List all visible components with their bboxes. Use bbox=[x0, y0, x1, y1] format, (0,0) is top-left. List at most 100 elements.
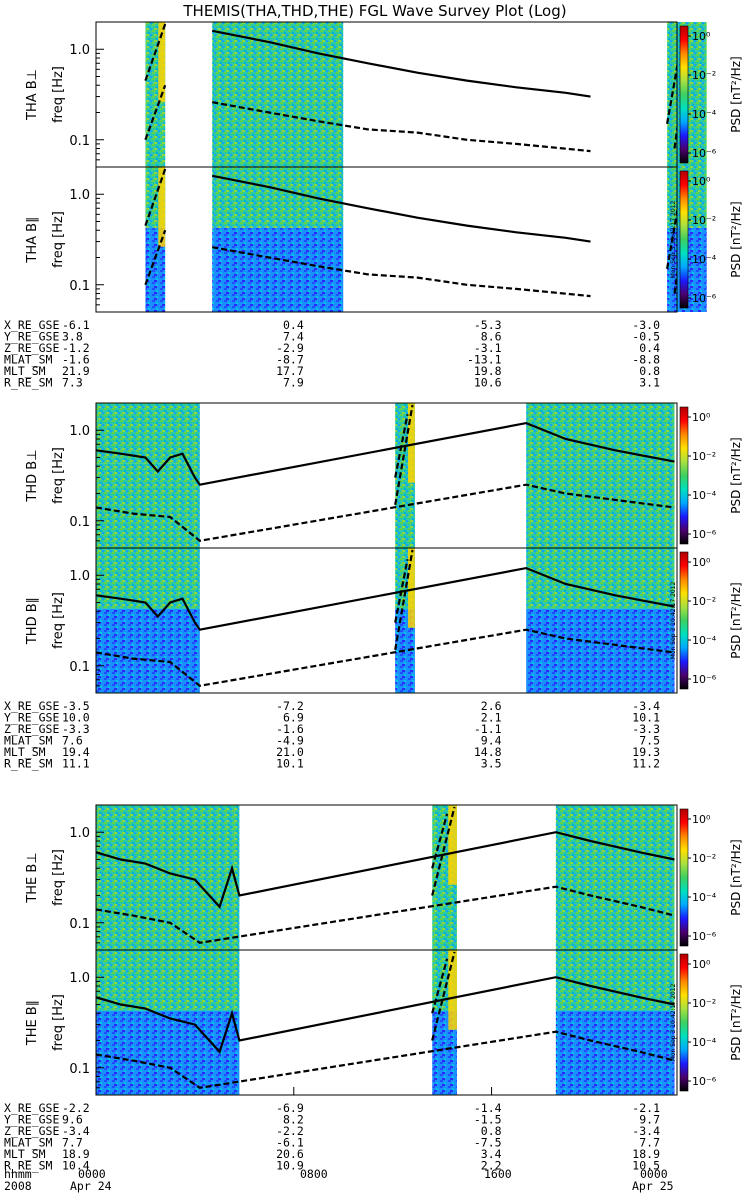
spectrogram-block-lower bbox=[145, 227, 166, 312]
spectrogram-block-lower bbox=[96, 608, 200, 693]
ephemeris-label: MLAT_SM bbox=[4, 1136, 53, 1150]
overlay-steep-line bbox=[144, 229, 167, 286]
ephemeris-value: 3.8 bbox=[62, 330, 83, 344]
freq-axis-label: freq [Hz] bbox=[51, 447, 66, 504]
ephemeris-label: Z_RE_GSE bbox=[4, 722, 59, 736]
ephemeris-value: -1.4 bbox=[474, 1101, 502, 1115]
spectrogram-block-lower bbox=[145, 82, 166, 167]
overlay-lines bbox=[144, 168, 677, 298]
ephemeris-value: 10.1 bbox=[276, 757, 304, 771]
y-tick-label: 1.0 bbox=[69, 826, 90, 841]
freq-axis-label: freq [Hz] bbox=[51, 994, 66, 1051]
ephemeris-value: 10.0 bbox=[62, 711, 90, 725]
spectrogram-block-lower bbox=[96, 463, 200, 548]
spectrogram-block-upper bbox=[96, 805, 240, 866]
y-tick-label: 1.0 bbox=[69, 569, 90, 584]
colorbar-tick-label: 10⁰ bbox=[692, 30, 711, 43]
ephemeris-value: 10.1 bbox=[632, 711, 660, 725]
ephemeris-value: -3.5 bbox=[62, 699, 90, 713]
colorbar-label: PSD [nT²/Hz] bbox=[729, 582, 743, 658]
colorbar-tick-label: 10⁻⁴ bbox=[692, 253, 717, 266]
colorbar-tick-label: 10⁻² bbox=[692, 997, 716, 1010]
ephemeris-table: X_RE_GSE -6.1 0.4 -5.3 -3.0 Y_RE_GSE 3.8 7.4 8.6… bbox=[4, 318, 660, 390]
ephemeris-value: 18.9 bbox=[62, 1147, 90, 1161]
ephemeris-value: 11.2 bbox=[632, 757, 660, 771]
overlay-steep-line bbox=[431, 951, 456, 1041]
ephemeris-label: Y_RE_GSE bbox=[4, 711, 59, 725]
ephemeris-value: 2.2 bbox=[481, 1159, 502, 1173]
ephemeris-value: 11.1 bbox=[62, 757, 90, 771]
colorbar bbox=[679, 25, 689, 164]
panel-frame bbox=[95, 21, 678, 168]
ephemeris-value: -2.2 bbox=[62, 1101, 90, 1115]
overlay-steep-line bbox=[431, 813, 449, 869]
x-tick-label: 0000 bbox=[640, 1167, 668, 1181]
ephemeris-label: R_RE_SM bbox=[4, 376, 53, 390]
colorbar bbox=[679, 551, 689, 690]
y-tick-label: 0.1 bbox=[69, 1062, 90, 1077]
spectrogram-block-upper bbox=[526, 403, 675, 464]
ephemeris-value: 0.8 bbox=[639, 364, 660, 378]
colorbar-label: PSD [nT²/Hz] bbox=[729, 437, 743, 513]
ephemeris-value: 7.7 bbox=[639, 1136, 660, 1150]
probe-thd: 1.0 0.1 THD B⊥ freq [Hz] 10⁰ 10⁻² 10⁻⁴ 10⁻⁶ PSD … bbox=[4, 402, 743, 771]
ephemeris-value: -1.2 bbox=[62, 341, 90, 355]
overlay-steep-line bbox=[394, 559, 409, 623]
ephemeris-value: 2.6 bbox=[481, 699, 502, 713]
overlay-steep-line bbox=[666, 61, 677, 124]
overlay-dashed-line bbox=[212, 101, 591, 153]
ephemeris-value: 10.4 bbox=[62, 1159, 90, 1173]
panel-label: THD B∥ bbox=[25, 597, 40, 645]
panel-label: THD B⊥ bbox=[25, 449, 40, 502]
spectrogram-block-lower bbox=[555, 865, 675, 950]
ephemeris-table: X_RE_GSE -2.2 -6.9 -1.4 -2.1Y_RE_GSE 9.6 8.2 -1… bbox=[4, 1101, 660, 1173]
ephemeris-value: -13.1 bbox=[467, 353, 502, 367]
ephemeris-value: 3.1 bbox=[639, 376, 660, 390]
ephemeris-value: -2.1 bbox=[632, 1101, 660, 1115]
y-tick-label: 1.0 bbox=[69, 424, 90, 439]
colorbar-tick-label: 10⁻⁶ bbox=[692, 292, 717, 305]
colorbar-tick-label: 10⁰ bbox=[692, 813, 711, 826]
panel-frame bbox=[95, 166, 678, 313]
date-label: Apr 25 bbox=[632, 1179, 674, 1193]
ephemeris-value: 0.4 bbox=[283, 318, 304, 332]
ephemeris-value: 17.7 bbox=[276, 364, 304, 378]
ephemeris-value: 19.3 bbox=[632, 745, 660, 759]
spectrogram-panel: 1.0 0.1 THE B⊥ freq [Hz] 10⁰ 10⁻² 10⁻⁴ 10⁻⁶ PSD … bbox=[25, 804, 743, 951]
ephemeris-value: 9.4 bbox=[481, 734, 502, 748]
overlay-steep-line bbox=[144, 168, 167, 226]
overlay-steep-line bbox=[144, 84, 167, 141]
ephemeris-label: MLT_SM bbox=[4, 745, 46, 759]
panel-label: THE B∥ bbox=[25, 1000, 40, 1046]
ephemeris-value: 10.9 bbox=[276, 1159, 304, 1173]
colorbar-tick-label: 10⁻² bbox=[692, 595, 716, 608]
colorbar-tick-label: 10⁻⁴ bbox=[692, 891, 717, 904]
colorbar-tick-label: 10⁰ bbox=[692, 556, 711, 569]
ephemeris-value: -3.4 bbox=[632, 1124, 660, 1138]
y-tick-label: 1.0 bbox=[69, 188, 90, 203]
freq-axis-label: freq [Hz] bbox=[51, 211, 66, 268]
ephemeris-label: Z_RE_GSE bbox=[4, 341, 59, 355]
overlay-solid-line bbox=[211, 29, 591, 98]
ephemeris-value: -1.6 bbox=[276, 722, 304, 736]
ephemeris-label: X_RE_GSE bbox=[4, 1101, 59, 1115]
panel-label: THA B⊥ bbox=[25, 69, 40, 121]
overlay-dashed-line bbox=[96, 885, 675, 944]
ephemeris-value: -8.7 bbox=[276, 353, 304, 367]
panel-frame bbox=[95, 547, 678, 694]
spectrogram-panel: 1.0 0.1 THA B⊥ freq [Hz] 10⁰ 10⁻² 10⁻⁴ 10⁻⁶ PSD … bbox=[25, 21, 743, 168]
ephemeris-value: 0.8 bbox=[481, 1124, 502, 1138]
colorbar-label: PSD [nT²/Hz] bbox=[729, 839, 743, 915]
y-tick-label: 0.1 bbox=[69, 279, 90, 294]
overlay-solid-line bbox=[96, 831, 675, 909]
panel-label: THA B∥ bbox=[25, 216, 40, 263]
overlay-steep-line bbox=[431, 806, 456, 896]
timestamp-stamp: Mon Sep 3 10:42:17 2012 bbox=[670, 582, 677, 660]
ephemeris-value: -3.3 bbox=[632, 722, 660, 736]
x-tick-label: 0800 bbox=[300, 1167, 328, 1181]
ephemeris-value: 9.6 bbox=[62, 1113, 83, 1127]
overlay-dashed-line bbox=[96, 483, 675, 542]
timestamp-stamp: Mon Sep 3 10:42:17 2012 bbox=[670, 984, 677, 1062]
panel-label: THE B⊥ bbox=[25, 852, 40, 903]
colorbar-tick-label: 10⁻² bbox=[692, 450, 716, 463]
